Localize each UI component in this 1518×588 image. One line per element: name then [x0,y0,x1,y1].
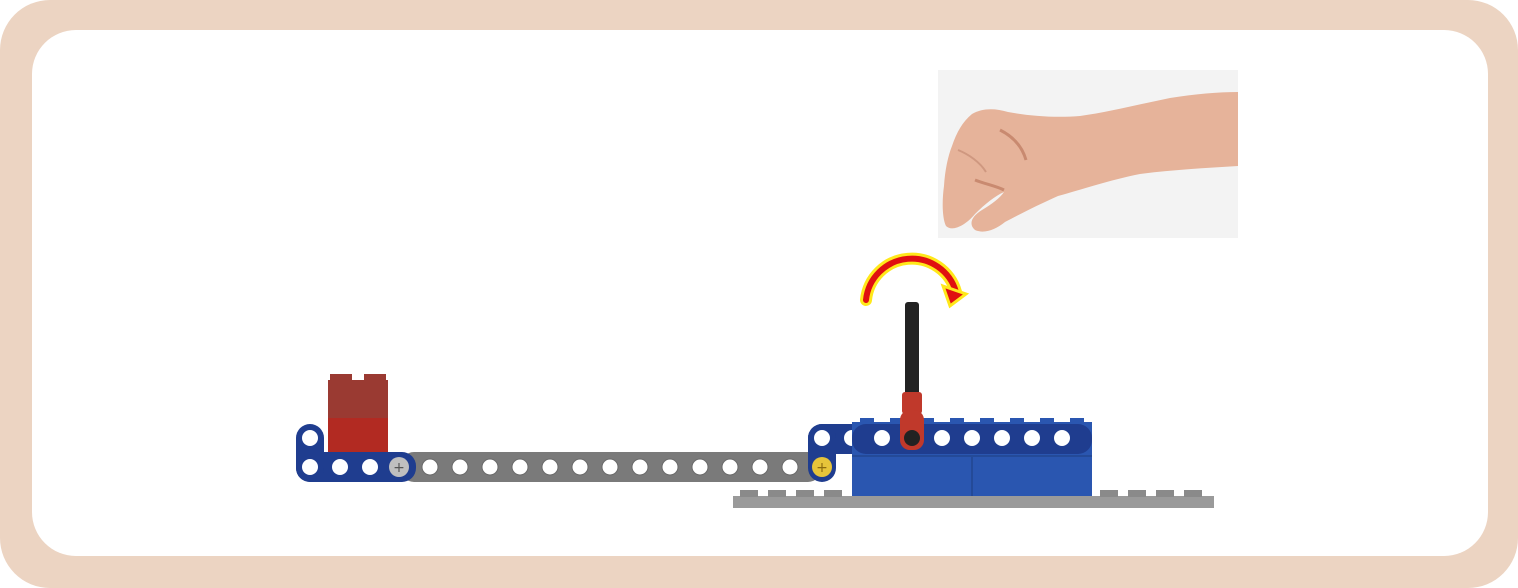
lever [900,302,924,450]
long-grey-beam [400,452,822,482]
svg-text:+: + [393,460,405,476]
grey-base-plate [733,490,1214,508]
red-brick [328,374,388,452]
svg-text:+: + [816,460,828,476]
blue-brick-stack [852,418,1092,496]
axle-pin-yellow [812,457,832,477]
left-blue-beam: + [296,424,416,482]
hand-icon [942,92,1238,232]
axle-pin-grey [389,457,409,477]
hand-photo [938,70,1238,238]
rotate-arrow-icon [860,252,970,309]
